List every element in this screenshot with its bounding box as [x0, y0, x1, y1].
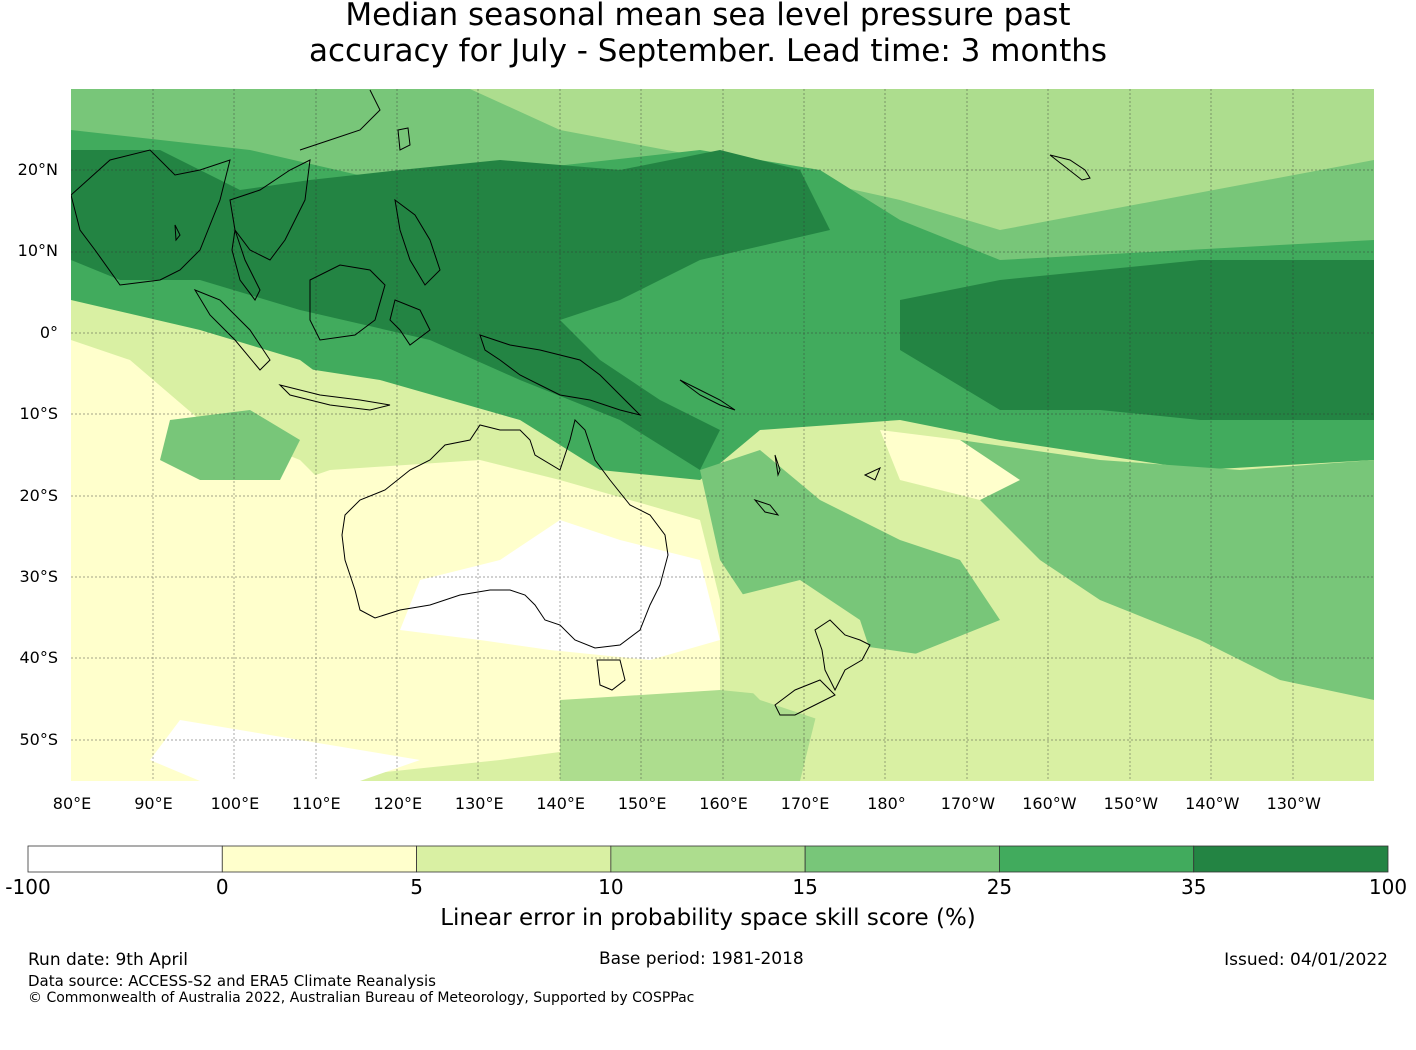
data-source: Data source: ACCESS-S2 and ERA5 Climate …: [28, 972, 436, 990]
colorbar-tick-label: 10: [598, 875, 624, 899]
region-light-nz: [720, 580, 880, 720]
new-caledonia-coast: [753, 498, 780, 516]
latitude-label: 10°N: [17, 241, 58, 261]
latitude-label: 30°S: [19, 567, 58, 586]
longitude-label: 130°W: [1266, 794, 1321, 813]
sulawesi-coast: [389, 299, 431, 346]
longitude-label: 140°E: [536, 794, 586, 813]
latitude-label: 40°S: [19, 648, 58, 668]
colorbar-tick-label: -100: [5, 875, 51, 899]
base-period: Base period: 1981-2018: [599, 949, 804, 969]
hawaii-coast: [1049, 154, 1091, 181]
philippines-coast: [394, 198, 441, 286]
taiwan-coast: [397, 127, 411, 151]
colorbar-segment: [1193, 845, 1389, 873]
colorbar-segment: [610, 845, 806, 873]
china-coast: [299, 89, 381, 151]
colorbar: [27, 845, 1389, 873]
colorbar-segment: [27, 845, 223, 873]
region-white-south: [150, 720, 420, 781]
copyright: © Commonwealth of Australia 2022, Austra…: [28, 990, 695, 1006]
longitude-label: 160°W: [1022, 794, 1077, 813]
borneo-coast: [309, 264, 386, 341]
longitude-label: 130°E: [454, 794, 504, 813]
nz-south-coast: [774, 679, 836, 716]
vanuatu-coast: [774, 454, 781, 477]
solomon-islands-coast: [679, 379, 736, 411]
australia-coast: [341, 419, 669, 649]
longitude-label: 80°E: [52, 794, 92, 813]
region-green-south-pacific: [960, 440, 1374, 700]
coastlines: [71, 89, 1091, 716]
fiji-coast: [863, 467, 881, 481]
java-coast: [278, 384, 391, 411]
region-light-green-sw: [560, 690, 820, 781]
region-pale-south-pacific: [820, 640, 1374, 781]
latitude-label: 20°N: [17, 160, 58, 179]
colorbar-segment: [221, 845, 417, 873]
malay-peninsula-coast: [231, 229, 261, 301]
colorbar-tick-label: 15: [792, 875, 818, 899]
colorbar-segment: [999, 845, 1195, 873]
colorbar-tick-label: 100: [1368, 875, 1408, 899]
latitude-label: 0°: [39, 322, 58, 342]
colorbar-tick-label: 35: [1180, 875, 1207, 899]
longitude-label: 150°W: [1103, 794, 1159, 813]
chart-title-line-2: accuracy for July - September. Lead time…: [308, 33, 1108, 69]
longitude-label: 140°W: [1185, 794, 1240, 813]
longitude-label: 170°W: [940, 794, 996, 813]
india-coast: [71, 149, 231, 286]
graticule: [71, 89, 1374, 781]
indochina-coast: [229, 159, 311, 261]
colorbar-label: Linear error in probability space skill …: [440, 905, 976, 931]
longitude-label: 180°: [867, 794, 906, 813]
region-dark-east-pacific: [900, 260, 1374, 420]
longitude-label: 160°E: [699, 794, 748, 813]
longitude-label: 100°E: [210, 794, 260, 813]
longitude-label: 110°E: [292, 794, 341, 813]
region-dark-maritime: [71, 150, 830, 470]
latitude-label: 10°S: [19, 404, 58, 424]
sumatra-coast: [193, 288, 271, 371]
run-date: Run date: 9th April: [28, 950, 188, 970]
sri-lanka-coast: [174, 224, 181, 242]
tasmania-coast: [596, 659, 626, 691]
longitude-label: 90°E: [134, 794, 173, 813]
latitude-label: 20°S: [19, 485, 58, 505]
latitude-label: 50°S: [19, 729, 58, 749]
longitude-label: 170°E: [780, 794, 830, 813]
colorbar-tick-label: 0: [215, 875, 229, 899]
colorbar-tick-label: 25: [986, 875, 1013, 899]
longitude-label: 120°E: [373, 794, 423, 813]
region-green-indian-patch: [160, 410, 300, 480]
region-pale-central-south: [880, 430, 1020, 500]
colorbar-segment: [416, 845, 612, 873]
longitude-label: 150°E: [617, 794, 667, 813]
chart-title-line-1: Median seasonal mean sea level pressure …: [345, 0, 1071, 33]
new-guinea-coast: [479, 334, 642, 416]
colorbar-segment: [804, 845, 1000, 873]
nz-north-coast: [814, 619, 871, 692]
colorbar-tick-label: 5: [410, 875, 423, 899]
issued-date: Issued: 04/01/2022: [1224, 950, 1388, 970]
